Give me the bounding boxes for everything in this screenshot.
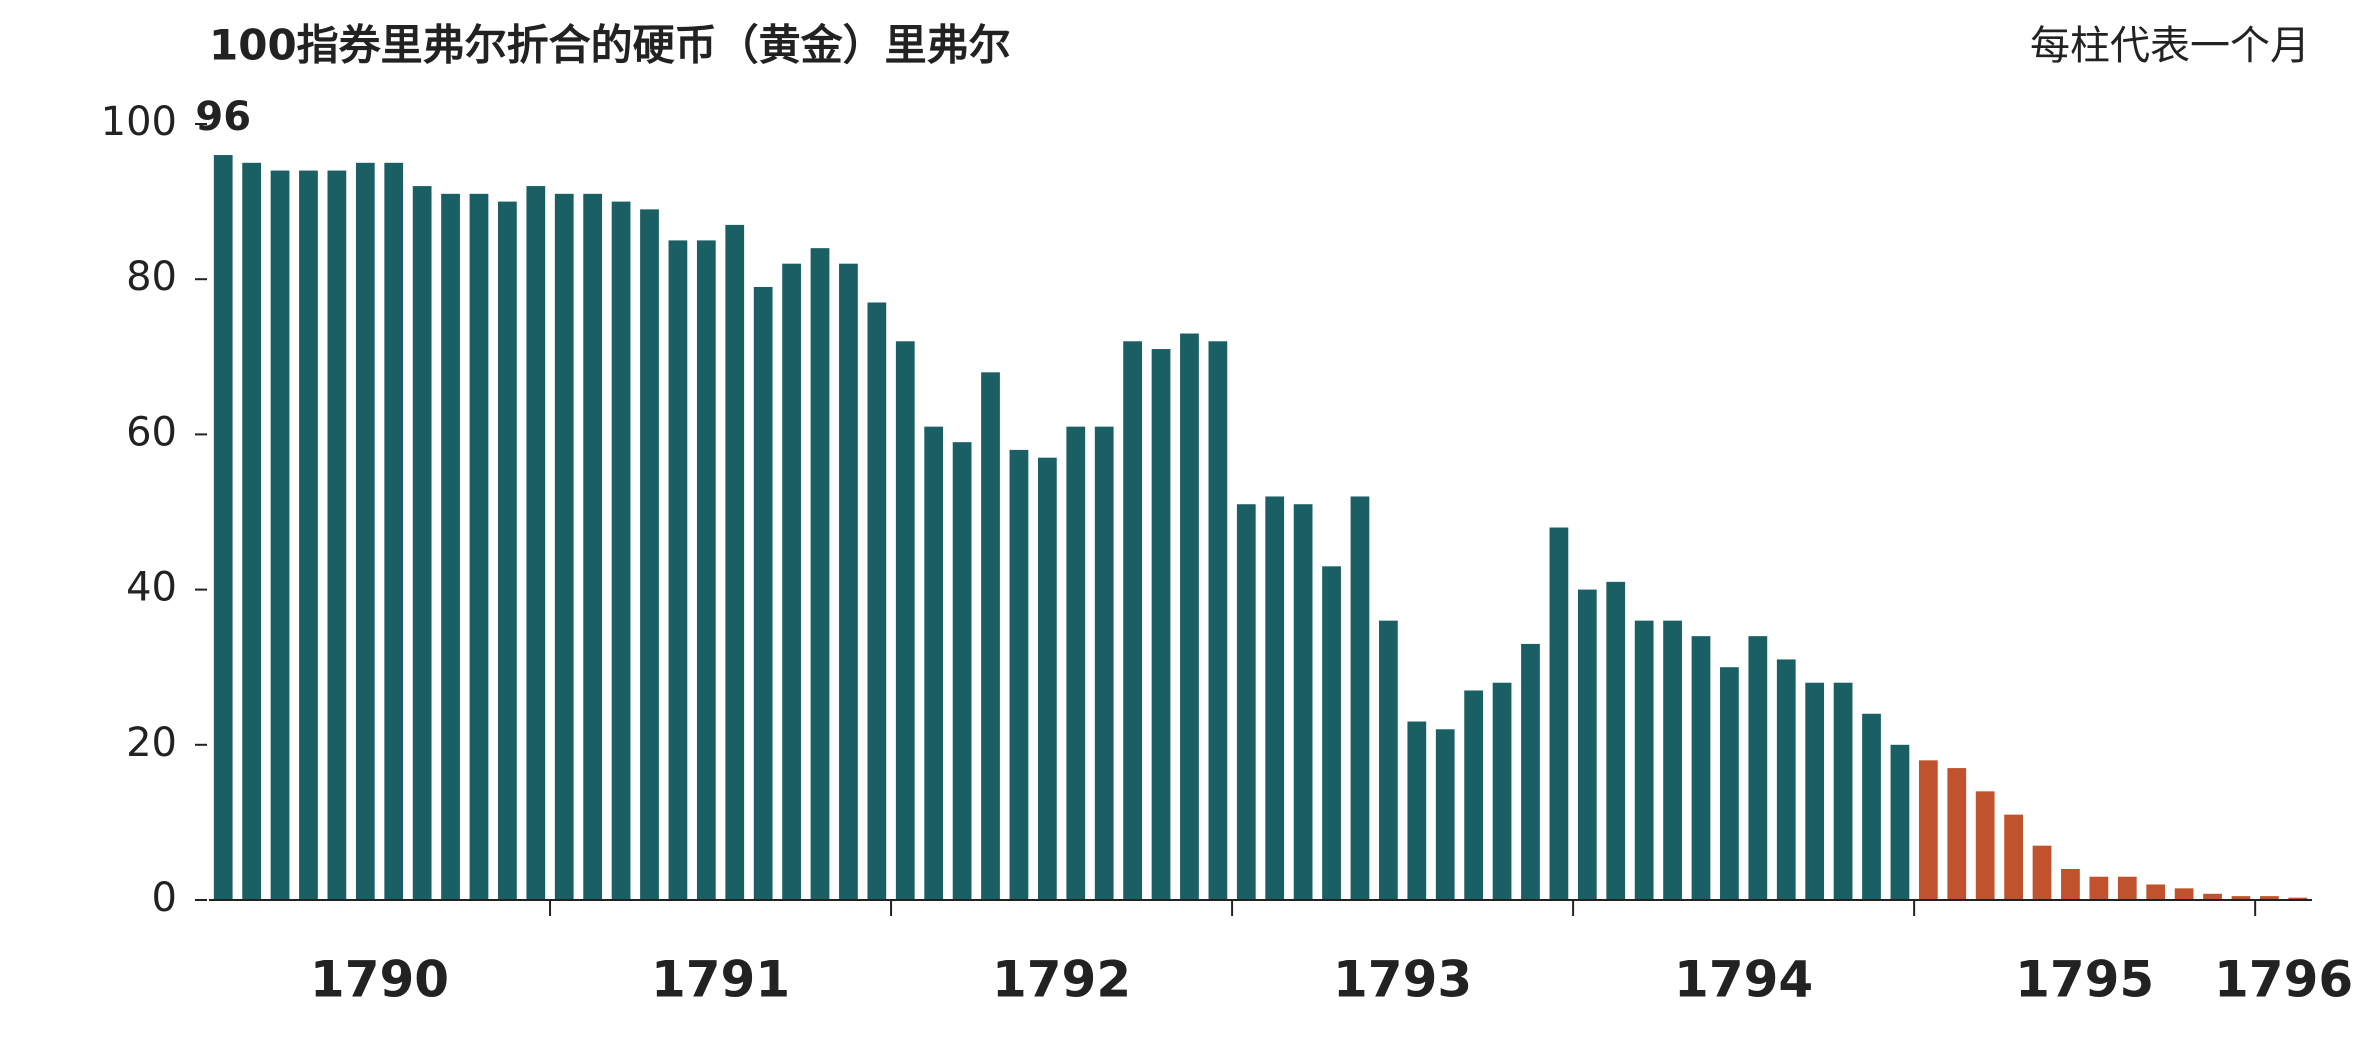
y-tick-label: 40 <box>126 565 177 611</box>
bar <box>498 201 517 901</box>
bar <box>1862 713 1881 900</box>
bar <box>1350 496 1370 900</box>
bar <box>2203 893 2222 900</box>
bar <box>1890 744 1910 900</box>
bar <box>981 372 1000 900</box>
x-group-label: 1792 <box>992 951 1131 1009</box>
bar <box>1009 449 1029 900</box>
bar <box>1464 690 1484 900</box>
x-group-label: 1794 <box>1674 951 1813 1009</box>
bar <box>1947 768 1967 900</box>
bar <box>1521 643 1540 900</box>
bar <box>299 170 318 900</box>
bar <box>469 193 489 901</box>
bar <box>1208 341 1228 900</box>
bar <box>1634 620 1654 900</box>
bar <box>782 263 801 900</box>
x-group-label: 1793 <box>1333 951 1472 1009</box>
bar <box>1180 333 1199 900</box>
bar <box>1037 457 1057 900</box>
bar <box>2089 876 2109 900</box>
bar <box>412 186 432 900</box>
bar <box>696 240 716 900</box>
bar <box>1265 496 1285 900</box>
x-group-label: 1796 <box>2214 951 2353 1009</box>
bar <box>2004 814 2023 900</box>
bar <box>1379 620 1398 900</box>
bar <box>753 286 773 901</box>
x-group-label: 1791 <box>651 951 790 1009</box>
bar <box>2146 884 2166 900</box>
bar <box>725 224 745 900</box>
bar <box>1407 721 1427 900</box>
bar <box>1975 791 1995 900</box>
bar <box>810 248 830 900</box>
bar <box>2231 896 2251 900</box>
bar <box>1663 620 1682 900</box>
bar <box>1805 682 1825 900</box>
bar <box>355 162 375 901</box>
bar <box>1577 589 1597 900</box>
bar <box>952 442 972 900</box>
bar <box>1236 504 1256 900</box>
bar <box>1492 682 1512 900</box>
bar <box>2032 845 2052 900</box>
bar <box>554 193 574 901</box>
bar <box>1094 426 1114 900</box>
bar <box>611 201 631 901</box>
data-label: 96 <box>195 94 251 140</box>
bar <box>1293 504 1313 900</box>
bar <box>895 341 915 900</box>
bar <box>640 209 659 901</box>
bar <box>1066 426 1086 900</box>
bar <box>583 193 603 901</box>
bar <box>2061 868 2080 900</box>
bar <box>1720 667 1739 900</box>
chart-subtitle: 每柱代表一个月 <box>2030 23 2310 69</box>
y-tick-label: 20 <box>126 720 177 766</box>
bar <box>2117 876 2137 900</box>
bar <box>1322 566 1341 900</box>
bar <box>668 240 688 900</box>
bar <box>270 170 290 900</box>
y-tick-label: 80 <box>126 254 177 300</box>
bar <box>1151 349 1171 900</box>
x-group-label: 1790 <box>310 951 449 1009</box>
bar <box>924 426 944 900</box>
bar <box>1748 636 1768 900</box>
bar <box>2259 896 2279 900</box>
bar <box>2288 897 2308 900</box>
bar <box>1776 659 1796 900</box>
bar <box>384 162 404 901</box>
bar <box>441 193 460 901</box>
bar <box>213 155 233 901</box>
chart-title: 100指券里弗尔折合的硬币（黄金）里弗尔 <box>209 21 1011 70</box>
bar <box>526 186 546 900</box>
bar <box>327 170 347 900</box>
bar <box>1123 341 1142 900</box>
bar <box>1691 636 1711 900</box>
bar <box>1606 581 1626 900</box>
bar <box>1918 760 1938 900</box>
bar <box>1435 729 1455 900</box>
bar <box>1549 527 1569 900</box>
bar <box>242 162 262 901</box>
x-group-label: 1795 <box>2015 951 2154 1009</box>
bar <box>839 263 858 900</box>
bar <box>2174 888 2194 900</box>
bar <box>1833 682 1853 900</box>
y-tick-label: 100 <box>101 99 177 145</box>
y-tick-label: 60 <box>126 409 177 455</box>
y-tick-label: 0 <box>152 875 177 921</box>
bar <box>867 302 887 901</box>
